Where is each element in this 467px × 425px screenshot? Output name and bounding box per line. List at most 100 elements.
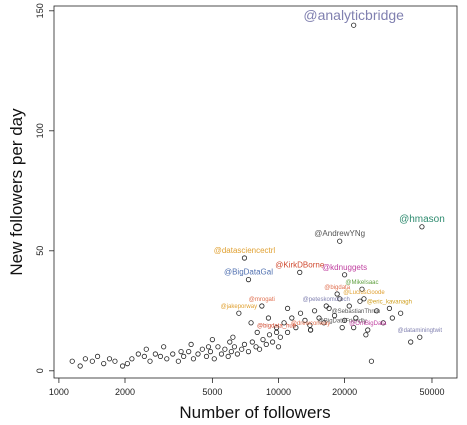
data-point — [69, 358, 75, 364]
data-point — [398, 310, 404, 316]
data-point — [199, 346, 205, 352]
y-axis-title: New followers per day — [7, 108, 26, 276]
data-point — [164, 356, 170, 362]
labeled-data-point — [245, 276, 252, 283]
data-point — [124, 360, 130, 367]
data-point — [227, 339, 233, 345]
x-tick-label: 1000 — [49, 387, 69, 397]
data-point — [368, 358, 375, 364]
data-point — [284, 329, 291, 335]
labeled-data-point — [341, 272, 348, 278]
data-point — [241, 341, 248, 347]
point-label: @KirkDBorne — [275, 260, 325, 269]
x-axis: 1000 2000 5000 10000 20000 50000 — [49, 378, 444, 397]
data-point — [234, 351, 241, 357]
point-label: @bigdata — [324, 285, 350, 291]
labeled-data-point — [307, 327, 314, 333]
data-point — [284, 305, 291, 311]
x-axis-title: Number of followers — [179, 403, 330, 422]
data-point — [161, 344, 167, 350]
point-label: @bigdata_hub — [257, 323, 297, 329]
point-label: @dataminingtwit — [398, 328, 443, 334]
labeled-data-point — [417, 334, 423, 340]
data-point — [248, 320, 254, 326]
y-tick-label: 100 — [35, 123, 45, 138]
data-point — [231, 344, 238, 350]
data-point — [152, 351, 158, 357]
data-point — [228, 348, 234, 355]
labeled-data-point — [351, 22, 357, 28]
point-label: @AndrewYNg — [314, 229, 365, 238]
data-point — [260, 336, 266, 343]
data-point — [275, 344, 282, 350]
data-point — [225, 353, 231, 359]
data-point — [211, 356, 217, 362]
data-point — [253, 344, 259, 350]
x-tick-label: 50000 — [419, 387, 444, 397]
y-tick-label: 0 — [35, 368, 45, 373]
data-point — [186, 348, 192, 355]
data-point — [181, 353, 187, 359]
data-point — [297, 310, 304, 316]
data-point — [337, 296, 343, 302]
data-point — [82, 356, 88, 362]
data-point — [331, 312, 338, 319]
data-point — [316, 315, 322, 321]
data-point — [147, 358, 153, 364]
data-point — [222, 346, 228, 352]
data-point — [302, 317, 308, 323]
data-point — [89, 358, 95, 364]
data-point — [209, 336, 215, 343]
data-point — [195, 351, 201, 357]
point-label: @OmBigData — [349, 321, 387, 327]
data-point — [266, 332, 273, 338]
labeled-data-point — [361, 296, 367, 302]
data-point — [157, 353, 164, 359]
y-axis: 0 50 100 150 — [35, 3, 54, 373]
labels-layer: @analyticbridge @hmason @AndrewYNg @datasci… — [214, 7, 445, 334]
data-point — [141, 353, 147, 359]
data-point — [351, 324, 357, 331]
data-point — [265, 315, 272, 321]
data-point — [289, 315, 295, 321]
data-point — [277, 334, 283, 340]
data-point — [94, 353, 101, 359]
data-point — [135, 351, 141, 357]
data-point — [77, 363, 83, 369]
data-point — [129, 356, 135, 362]
x-tick-label: 20000 — [332, 387, 357, 397]
data-point — [190, 356, 197, 362]
data-point — [374, 308, 380, 314]
y-tick-label: 150 — [35, 3, 45, 18]
labeled-data-point — [259, 303, 265, 309]
data-point — [307, 322, 313, 328]
data-point — [119, 363, 126, 369]
point-label: @datasciencectrl — [214, 246, 276, 255]
labeled-data-point — [419, 224, 425, 230]
point-label: @peteskomoroch — [303, 297, 350, 303]
data-point — [239, 346, 245, 352]
data-point — [249, 339, 255, 345]
data-point — [106, 356, 113, 362]
data-point — [178, 348, 184, 355]
point-label: @analyticbridge — [303, 7, 404, 23]
point-label: @LuciusGoode — [343, 290, 385, 296]
data-point — [311, 308, 318, 314]
data-point — [273, 324, 280, 331]
point-label: @MikeIsaac — [345, 280, 378, 286]
data-point — [363, 332, 369, 338]
data-point — [218, 351, 225, 357]
data-point — [357, 298, 363, 304]
data-point — [254, 329, 260, 335]
labeled-data-point — [241, 255, 248, 261]
labeled-data-point — [365, 327, 371, 333]
data-point — [207, 348, 214, 355]
data-point — [256, 346, 263, 352]
data-point — [293, 324, 299, 331]
data-point — [389, 315, 395, 321]
data-point — [263, 341, 269, 347]
labeled-data-point — [339, 324, 345, 331]
point-label: @BigDataGal — [224, 268, 273, 277]
point-label: @mrogati — [249, 297, 275, 303]
